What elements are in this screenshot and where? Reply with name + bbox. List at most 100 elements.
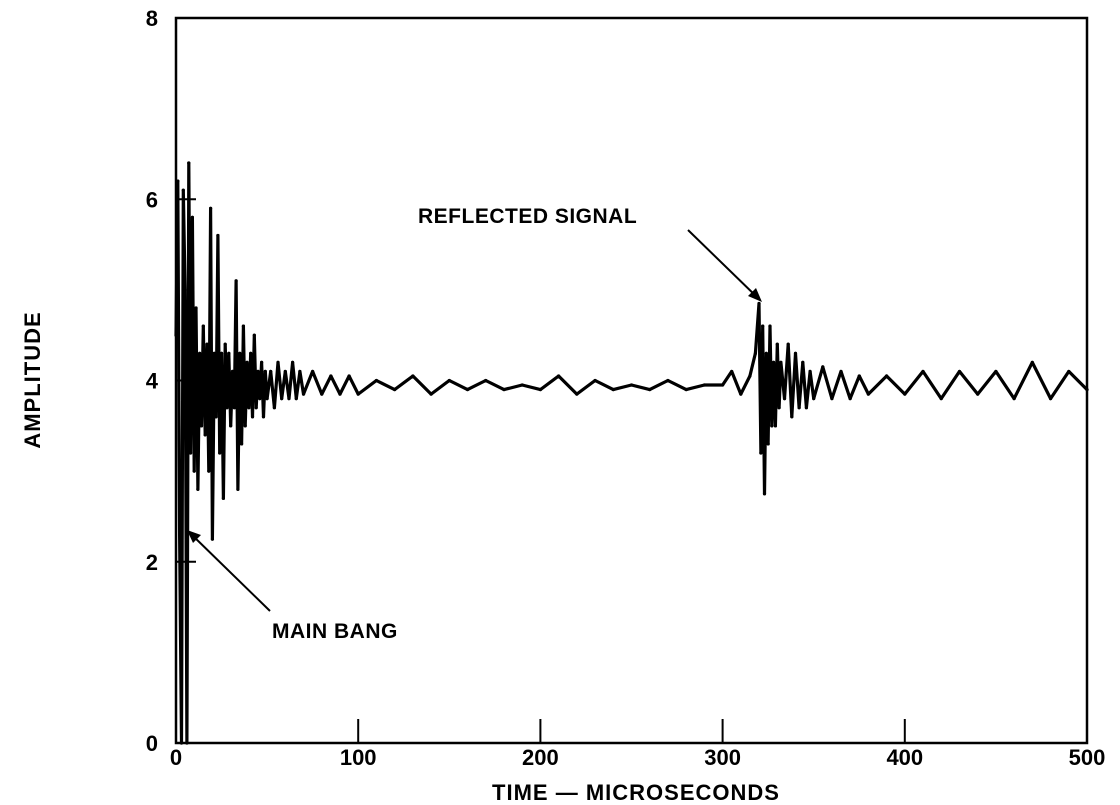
data-point: [263, 369, 267, 374]
data-point: [287, 397, 291, 401]
data-point: [196, 487, 200, 491]
data-point: [229, 424, 233, 428]
data-point: [903, 392, 907, 396]
data-point: [356, 392, 360, 396]
data-point: [766, 442, 770, 446]
annotation-reflected-signal-label: REFLECTED SIGNAL: [418, 205, 637, 228]
data-point: [921, 369, 925, 374]
arrowhead-icon: [748, 288, 762, 302]
data-point: [821, 365, 825, 369]
data-point: [216, 233, 220, 238]
data-point: [185, 741, 189, 745]
data-point: [218, 451, 222, 455]
data-point: [272, 406, 276, 410]
data-point: [254, 406, 258, 410]
data-point: [283, 369, 287, 374]
data-point: [225, 406, 229, 410]
data-point: [538, 387, 543, 392]
data-point: [1067, 369, 1071, 374]
data-point: [276, 360, 280, 364]
data-point: [265, 397, 269, 401]
data-point: [249, 351, 253, 355]
data-point: [684, 387, 688, 392]
data-point: [465, 387, 470, 392]
data-point: [808, 369, 812, 374]
data-point: [188, 451, 193, 455]
data-point: [258, 397, 262, 401]
data-point: [178, 532, 182, 537]
data-point: [393, 387, 397, 392]
data-point: [994, 369, 998, 374]
data-point: [232, 406, 236, 410]
data-point: [762, 492, 767, 496]
data-point: [329, 374, 333, 378]
data-point: [557, 374, 561, 378]
data-point: [219, 351, 224, 355]
y-tick-label: 6: [146, 187, 158, 212]
data-point: [187, 161, 191, 165]
annotation-reflected-signal-arrow: [687, 229, 761, 301]
data-point: [484, 378, 488, 383]
data-point: [291, 360, 295, 364]
data-point: [207, 469, 211, 473]
y-tick-label: 0: [146, 731, 158, 756]
data-point: [839, 369, 843, 374]
data-point: [739, 392, 743, 396]
data-point: [411, 374, 415, 378]
data-point: [176, 179, 180, 183]
data-point: [192, 469, 196, 473]
data-point: [502, 387, 506, 392]
data-point: [227, 351, 231, 355]
data-point: [764, 351, 768, 355]
data-point: [812, 397, 816, 401]
data-point: [775, 342, 779, 346]
data-point: [801, 360, 805, 364]
data-point: [205, 342, 209, 346]
data-point: [261, 415, 266, 419]
data-point: [429, 392, 433, 396]
data-point: [666, 378, 670, 383]
data-point: [256, 369, 260, 374]
arrowhead-icon: [187, 530, 201, 543]
data-point: [753, 351, 757, 355]
data-point: [238, 351, 242, 355]
x-tick-label: 300: [704, 745, 741, 770]
data-point: [976, 392, 980, 396]
data-point: [221, 496, 225, 500]
data-point: [786, 342, 790, 346]
data-point: [181, 188, 185, 192]
data-point: [347, 374, 351, 378]
data-point: [779, 360, 783, 364]
data-point: [520, 383, 524, 387]
data-point: [1085, 387, 1089, 392]
data-point: [179, 741, 184, 745]
x-tick-label: 0: [170, 745, 182, 770]
x-axis-title: TIME — MICROSECONDS: [492, 780, 780, 805]
data-point: [199, 424, 204, 428]
data-point: [593, 378, 597, 383]
data-point: [848, 397, 852, 401]
data-point: [183, 288, 187, 292]
y-tick-label: 8: [146, 6, 158, 31]
data-point: [223, 342, 227, 346]
x-tick-label: 400: [886, 745, 923, 770]
data-point: [209, 206, 213, 210]
data-point: [957, 369, 962, 374]
data-point: [782, 397, 787, 401]
data-point: [611, 387, 615, 392]
data-point: [236, 487, 240, 491]
annotation-reflected-signal: REFLECTED SIGNAL: [418, 205, 762, 302]
data-point: [174, 333, 178, 337]
y-tick-label: 2: [146, 550, 158, 575]
data-point: [230, 369, 235, 374]
data-point: [866, 392, 870, 396]
x-tick-label: 200: [522, 745, 559, 770]
data-point: [447, 378, 451, 383]
data-point: [374, 378, 379, 383]
x-axis-ticks: 0 100 200 300 400 500: [170, 719, 1105, 770]
data-point: [201, 324, 205, 328]
data-point: [311, 369, 315, 374]
data-point: [252, 333, 256, 337]
data-point: [245, 360, 249, 364]
